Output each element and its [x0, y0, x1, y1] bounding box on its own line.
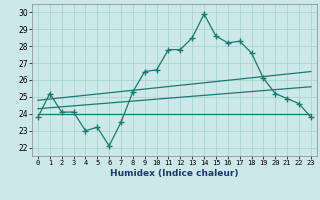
X-axis label: Humidex (Indice chaleur): Humidex (Indice chaleur) — [110, 169, 239, 178]
